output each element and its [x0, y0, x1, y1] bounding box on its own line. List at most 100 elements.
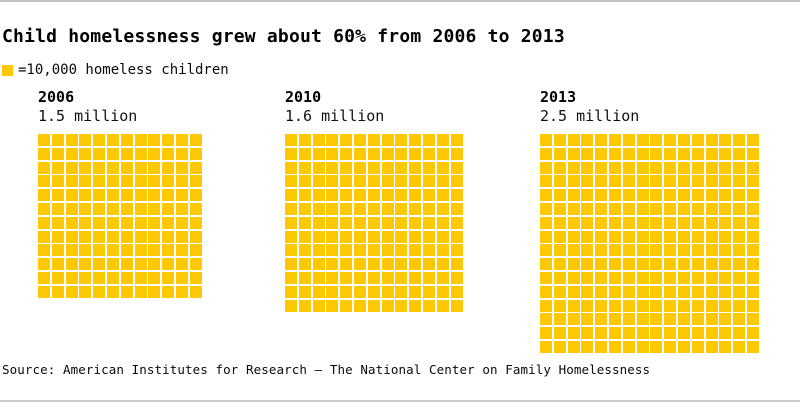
waffle-square [636, 313, 649, 326]
waffle-square [148, 134, 161, 146]
waffle-square [353, 299, 366, 312]
waffle-square [422, 147, 435, 160]
waffle-square [608, 175, 621, 188]
waffle-square [636, 161, 649, 174]
waffle-square [106, 216, 119, 229]
waffle-square [553, 216, 566, 229]
waffle-square [409, 258, 422, 271]
waffle-square [664, 340, 677, 353]
waffle-square [367, 134, 380, 146]
waffle-grid [285, 134, 463, 312]
waffle-square [381, 244, 394, 257]
waffle-square [409, 271, 422, 284]
waffle-square [540, 299, 552, 312]
waffle-square [395, 175, 408, 188]
waffle-square [691, 134, 704, 146]
waffle-square [719, 340, 732, 353]
waffle-square [65, 271, 78, 284]
waffle-square [622, 244, 635, 257]
waffle-square [746, 299, 759, 312]
waffle-square [450, 175, 463, 188]
waffle-square [367, 299, 380, 312]
waffle-square [567, 147, 580, 160]
waffle-square [51, 161, 64, 174]
waffle-square [381, 161, 394, 174]
waffle-square [175, 147, 188, 160]
year-label: 2010 [285, 88, 322, 106]
waffle-square [312, 258, 325, 271]
waffle-square [422, 189, 435, 202]
waffle-square [120, 161, 133, 174]
waffle-square [189, 189, 202, 202]
waffle-square [608, 285, 621, 298]
waffle-square [540, 175, 552, 188]
waffle-square [733, 202, 746, 215]
waffle-square [162, 175, 175, 188]
waffle-square [636, 299, 649, 312]
waffle-square [719, 161, 732, 174]
waffle-square [106, 285, 119, 298]
waffle-square [326, 271, 339, 284]
waffle-square [340, 271, 353, 284]
waffle-square [540, 147, 552, 160]
waffle-square [746, 202, 759, 215]
waffle-square [106, 147, 119, 160]
waffle-square [79, 271, 92, 284]
waffle-square [93, 175, 106, 188]
waffle-square [93, 189, 106, 202]
value-label: 2.5 million [540, 107, 640, 125]
waffle-square [38, 285, 50, 298]
waffle-square [677, 202, 690, 215]
waffle-square [567, 299, 580, 312]
waffle-square [175, 216, 188, 229]
waffle-square [553, 285, 566, 298]
waffle-square [93, 258, 106, 271]
waffle-square [567, 202, 580, 215]
waffle-square [636, 216, 649, 229]
waffle-square [581, 313, 594, 326]
waffle-square [436, 147, 449, 160]
waffle-square [285, 230, 297, 243]
waffle-square [340, 216, 353, 229]
waffle-square [162, 258, 175, 271]
waffle-square [691, 340, 704, 353]
waffle-square [298, 299, 311, 312]
waffle-square [733, 161, 746, 174]
waffle-square [650, 202, 663, 215]
waffle-square [326, 175, 339, 188]
waffle-square [553, 189, 566, 202]
waffle-square [733, 258, 746, 271]
waffle-square [436, 189, 449, 202]
waffle-square [79, 161, 92, 174]
waffle-square [189, 244, 202, 257]
waffle-square [134, 202, 147, 215]
waffle-square [134, 285, 147, 298]
waffle-square [189, 202, 202, 215]
waffle-square [581, 244, 594, 257]
waffle-square [106, 134, 119, 146]
waffle-square [395, 299, 408, 312]
waffle-square [608, 271, 621, 284]
waffle-square [51, 285, 64, 298]
waffle-square [189, 285, 202, 298]
waffle-square [719, 327, 732, 340]
waffle-square [733, 285, 746, 298]
waffle-square [285, 244, 297, 257]
waffle-square [705, 161, 718, 174]
waffle-square [664, 313, 677, 326]
waffle-square [608, 299, 621, 312]
waffle-square [312, 147, 325, 160]
waffle-square [106, 161, 119, 174]
waffle-square [540, 327, 552, 340]
waffle-square [367, 271, 380, 284]
waffle-square [691, 147, 704, 160]
waffle-square [677, 161, 690, 174]
waffle-square [450, 189, 463, 202]
waffle-square [664, 230, 677, 243]
waffle-square [650, 299, 663, 312]
waffle-square [540, 230, 552, 243]
waffle-square [691, 230, 704, 243]
waffle-square [595, 340, 608, 353]
waffle-square [38, 230, 50, 243]
